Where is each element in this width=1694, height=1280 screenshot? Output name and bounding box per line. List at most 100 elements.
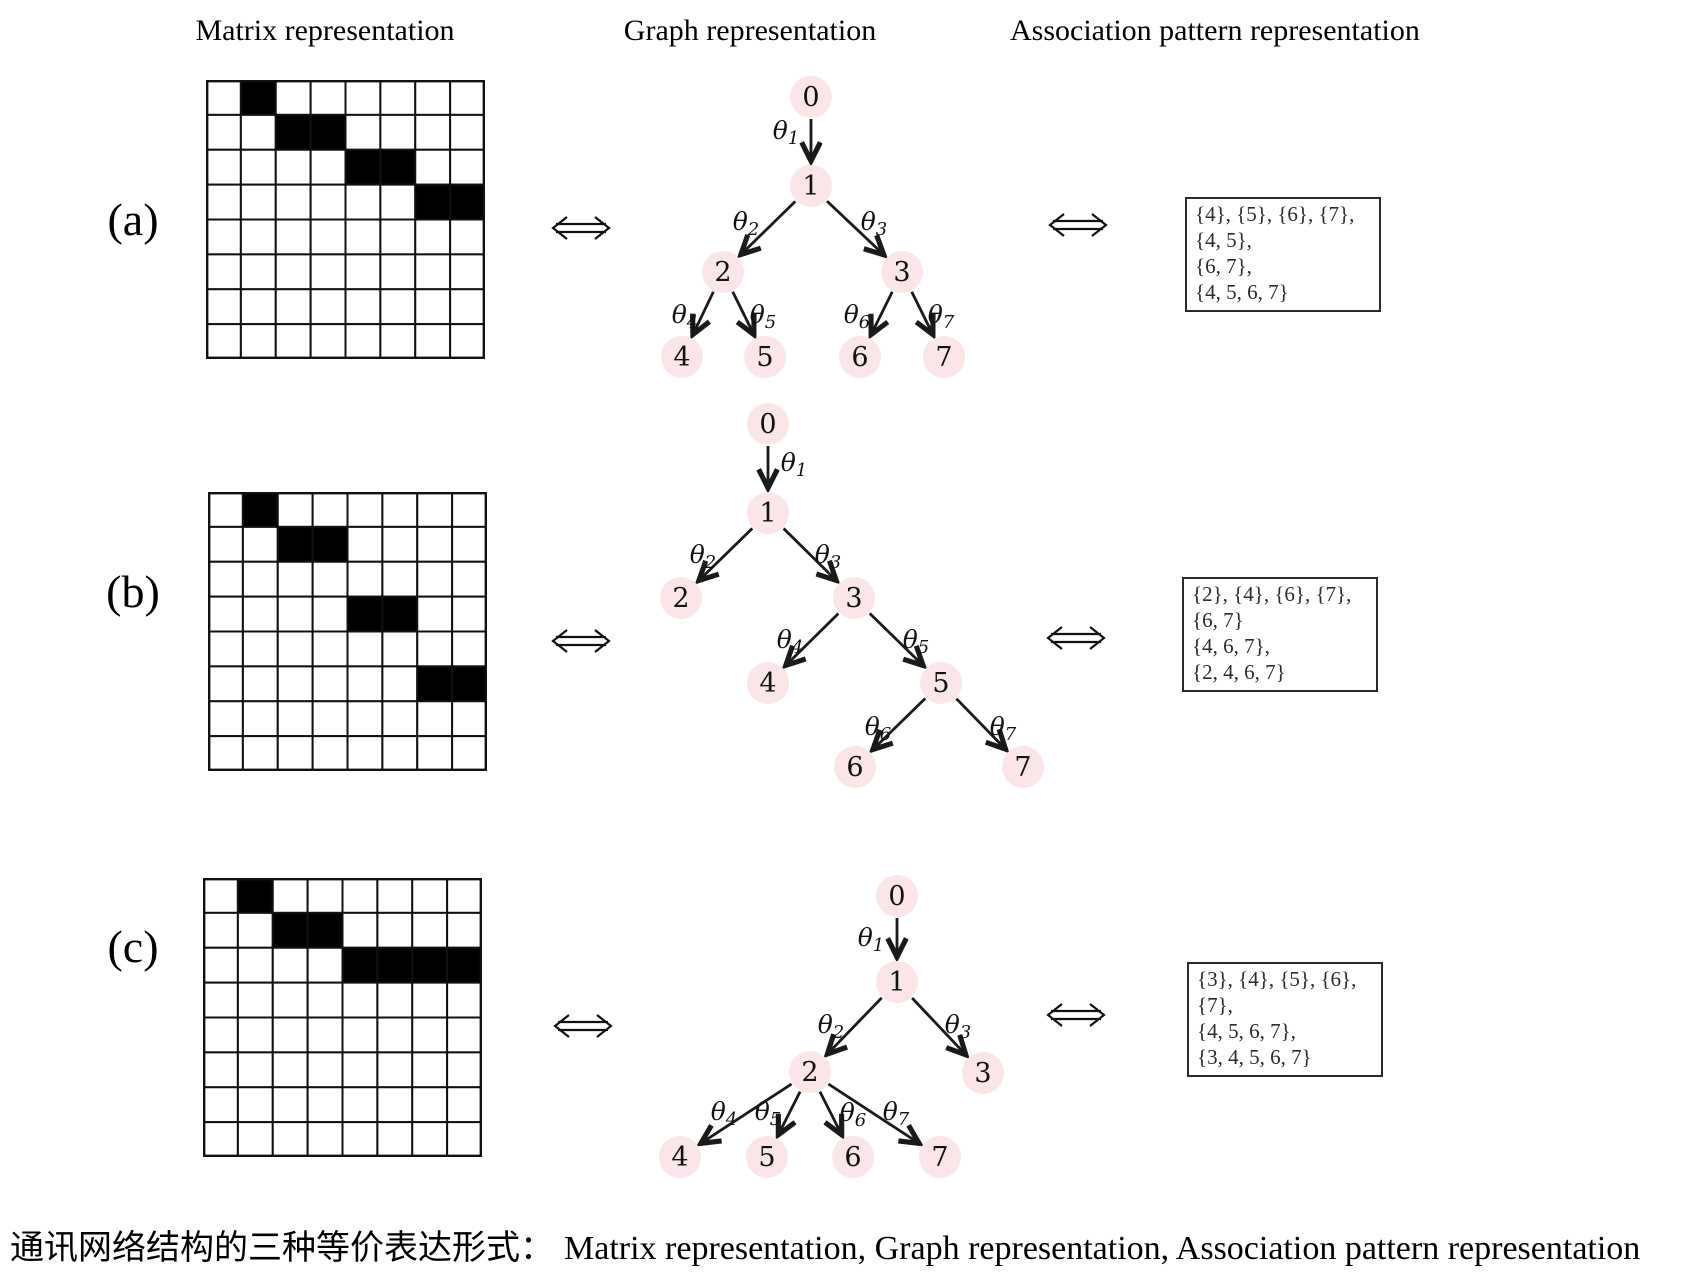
graph-node-circle [919,1136,961,1178]
matrix-cell [236,1121,274,1157]
matrix-cell [414,113,452,151]
matrix-cell [208,492,244,528]
matrix-cell [271,981,309,1019]
matrix-cell [309,183,347,221]
graph-node-circle [790,165,832,207]
graph-node-label: 5 [756,342,773,373]
matrix-cell [341,1051,379,1089]
edge-label: θ1 [858,923,885,956]
association-column-header: Association pattern representation [1010,14,1420,47]
matrix-cell [271,1121,309,1157]
matrix-cell [451,630,487,668]
matrix-cell [309,288,347,326]
matrix-cell [306,1016,344,1054]
caption-chinese: 通讯网络结构的三种等价表达形式： [10,1230,554,1267]
matrix-cell [236,981,274,1019]
matrix-cell [346,665,384,703]
graph-edge [818,1090,842,1135]
matrix-cell [446,911,482,949]
graph-node-circle [920,662,962,704]
edge-label: θ7 [883,1097,910,1130]
matrix-cell [236,1051,274,1089]
equivalence-arrow-icon [551,629,611,653]
matrix-cell [241,630,279,668]
matrix-cell [206,148,242,186]
matrix-cell [344,183,382,221]
matrix-cell [309,80,347,116]
matrix-cell [271,1086,309,1124]
matrix-cell [346,700,384,738]
graph-node-label: 0 [759,409,776,440]
graph-node-label: 3 [974,1058,991,1089]
matrix-cell [446,1016,482,1054]
equivalence-arrow-icon [1046,626,1106,650]
graph-node-label: 3 [845,583,862,614]
matrix-cell [241,595,279,633]
association-line: {2}, {4}, {6}, {7}, [1192,582,1352,606]
matrix-cell [306,878,344,914]
matrix-cell [449,148,485,186]
matrix-cell [376,1086,414,1124]
matrix-cell [381,560,419,598]
matrix-cell [306,1121,344,1157]
matrix-cell [276,525,314,563]
matrix-cell [241,525,279,563]
graph-edge [826,200,884,255]
matrix-cell [449,288,485,326]
graph-column-header: Graph representation [623,14,877,47]
matrix-cell [311,735,349,771]
graph-node-circle [790,76,832,118]
matrix-cell [451,735,487,771]
graph-edge [873,697,927,749]
matrix-cell [446,981,482,1019]
matrix-cell [311,665,349,703]
matrix-cell [376,1121,414,1157]
matrix-cell [446,946,482,984]
matrix-cell [239,218,277,256]
matrix-cell [276,630,314,668]
matrix-cell [203,946,239,984]
matrix-cell [381,595,419,633]
matrix-cell [271,911,309,949]
matrix-cell [271,1051,309,1089]
matrix-cell [208,665,244,703]
matrix-cell [311,560,349,598]
matrix-cell [239,288,277,326]
matrix-cell [276,492,314,528]
caption-english: Matrix representation, Graph representat… [564,1230,1641,1267]
graph-node-circle [660,577,702,619]
matrix-cell [306,1051,344,1089]
matrix-cell [208,525,244,563]
matrix-cell [411,878,449,914]
matrix-cell [344,253,382,291]
matrix-cell [206,218,242,256]
matrix-cell [451,595,487,633]
graph-node-circle [702,251,744,293]
graph-node-label: 5 [758,1142,775,1173]
matrix-cell [239,323,277,359]
graph-edge [699,527,754,580]
matrix-cell [411,1016,449,1054]
matrix-cell [451,700,487,738]
matrix-cell [241,560,279,598]
matrix-cell [414,148,452,186]
matrix-cell [376,946,414,984]
association-pattern-box-c: {3}, {4}, {5}, {6}, {7}, {4, 5, 6, 7}, {… [1187,962,1383,1077]
matrix-cell [381,492,419,528]
matrix-cell [274,148,312,186]
edge-label: θ4 [672,300,699,333]
matrix-cell [379,148,417,186]
matrix-cell [271,878,309,914]
matrix-cell [239,183,277,221]
graph-edge [827,996,883,1054]
matrix-a [206,80,485,359]
matrix-cell [276,665,314,703]
matrix-cell [306,911,344,949]
matrix-cell [274,218,312,256]
matrix-cell [416,735,454,771]
association-line: {2, 4, 6, 7} [1192,660,1286,684]
matrix-cell [411,1121,449,1157]
graph-edge [871,291,894,335]
association-pattern-box-a: {4}, {5}, {6}, {7}, {4, 5}, {6, 7}, {4, … [1185,197,1381,312]
matrix-cell [344,218,382,256]
